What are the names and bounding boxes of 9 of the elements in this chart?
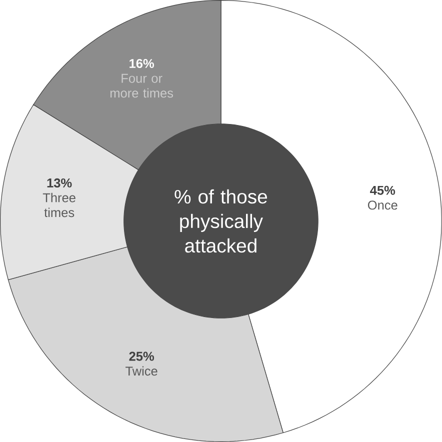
slice-label: Once xyxy=(368,200,398,210)
slice-label: Twice xyxy=(126,366,158,376)
text: % of those physically attacked xyxy=(174,189,268,253)
slice-label: Three times xyxy=(42,192,76,218)
data-label: 25% xyxy=(129,352,154,361)
data-label: 45% xyxy=(370,186,396,195)
data-label: 13% xyxy=(47,178,72,188)
data-label: 16% xyxy=(130,58,154,68)
slice-label: Four or more times xyxy=(110,74,174,98)
